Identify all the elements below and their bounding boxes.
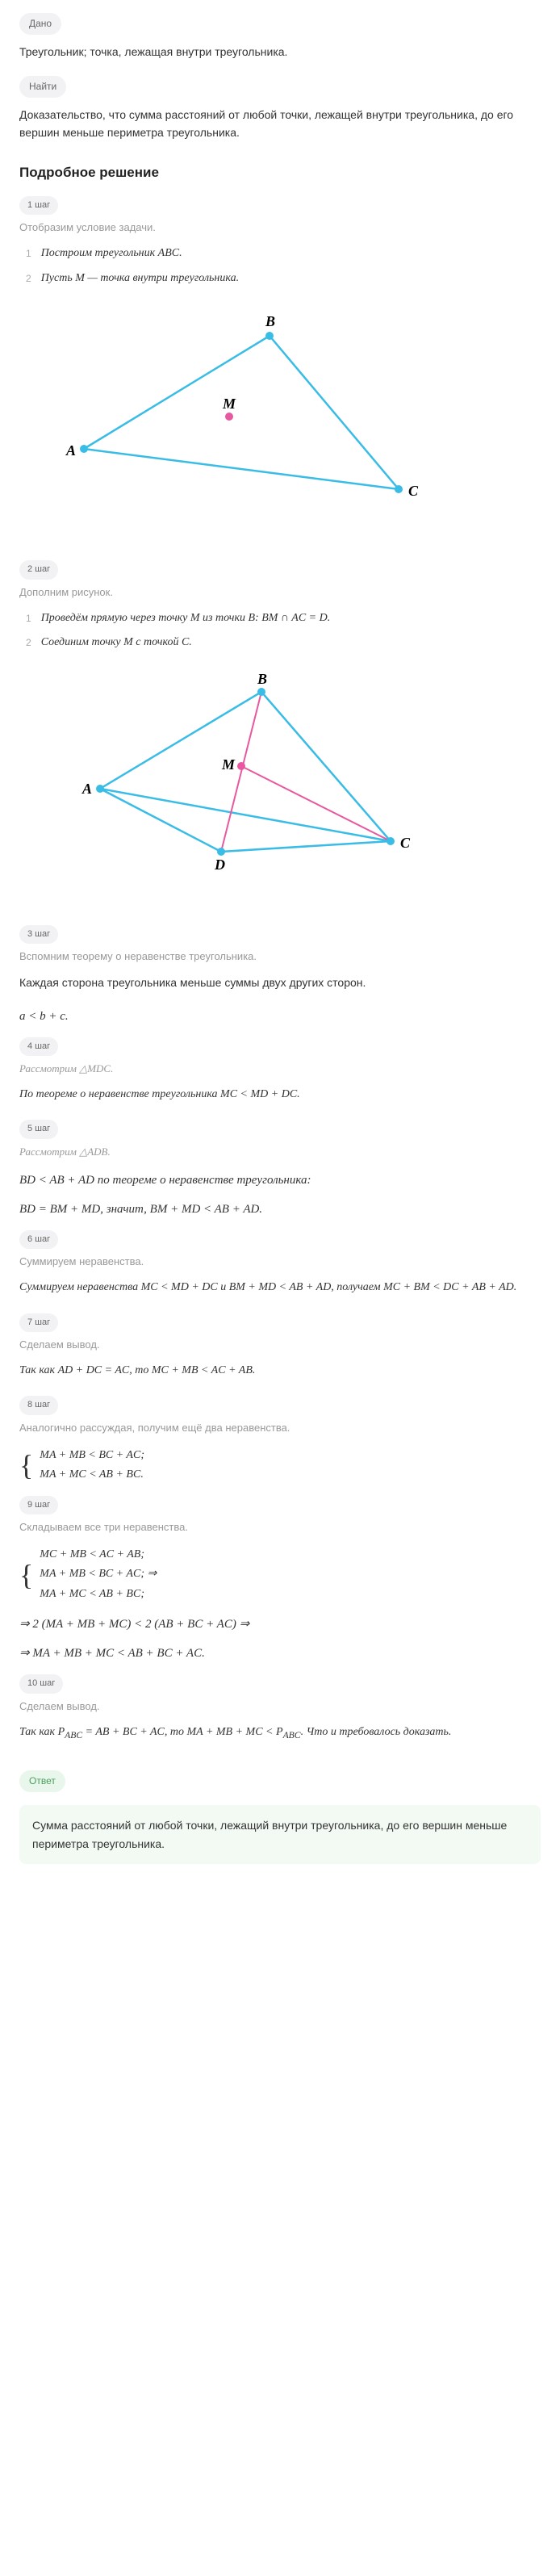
step-9-r2: ⇒ MA + MB + MC < AB + BC + AC. (19, 1644, 541, 1663)
step-5-sub: Рассмотрим △ADB. (19, 1144, 541, 1161)
diagram-2: A B C D M (19, 668, 541, 898)
step-3-text: Каждая сторона треугольника меньше суммы… (19, 974, 541, 991)
svg-text:M: M (221, 756, 236, 773)
diagram-1: A B C M (19, 304, 541, 534)
svg-text:A: A (65, 442, 76, 459)
triangle-diagram-2: A B C D M (19, 668, 463, 894)
step-9-b1: MC + MB < AC + AB; (40, 1546, 157, 1564)
step-9-tag: 9 шаг (19, 1496, 58, 1515)
step-9-b3: MA + MC < AB + BC; (40, 1585, 157, 1603)
step-10-sub: Сделаем вывод. (19, 1698, 541, 1715)
solution-heading: Подробное решение (19, 161, 541, 183)
step-2-sub: Дополним рисунок. (19, 584, 541, 601)
step-1-item-1: 1Построим треугольник ABC. (26, 245, 541, 262)
svg-text:B: B (265, 313, 275, 329)
step-6-text: Суммируем неравенства MC < MD + DC и BM … (19, 1279, 541, 1296)
given-text: Треугольник; точка, лежащая внутри треуг… (19, 43, 541, 61)
step-7-tag: 7 шаг (19, 1313, 58, 1333)
step-9-b2: MA + MB < BC + AC; ⇒ (40, 1565, 157, 1583)
step-1-tag: 1 шаг (19, 196, 58, 216)
step-6-tag: 6 шаг (19, 1230, 58, 1250)
step-9-brace: { MC + MB < AC + AB; MA + MB < BC + AC; … (19, 1544, 541, 1605)
step-5-line2: BD = BM + MD, значит, BM + MD < AB + AD. (19, 1200, 541, 1219)
svg-text:C: C (408, 483, 419, 499)
step-2-item-2: 2Соединим точку M с точкой C. (26, 634, 541, 651)
svg-text:D: D (214, 857, 225, 873)
step-8-line1: MA + MB < BC + AC; (40, 1447, 144, 1464)
step-5-tag: 5 шаг (19, 1120, 58, 1139)
step-4-tag: 4 шаг (19, 1037, 58, 1057)
step-1-item-2: 2Пусть M — точка внутри треугольника. (26, 270, 541, 287)
svg-text:B: B (257, 671, 267, 687)
given-tag: Дано (19, 13, 61, 35)
svg-text:C: C (400, 835, 411, 851)
answer-box: Сумма расстояний от любой точки, лежащий… (19, 1805, 541, 1864)
step-7-text: Так как AD + DC = AC, то MC + MB < AC + … (19, 1362, 541, 1380)
svg-text:M: M (222, 396, 236, 412)
step-8-sub: Аналогично рассуждая, получим ещё два не… (19, 1420, 541, 1437)
num-2: 2 (26, 270, 31, 287)
step-1-sub: Отобразим условие задачи. (19, 220, 541, 237)
step-4-sub: Рассмотрим △MDC. (19, 1061, 541, 1078)
step-2-item-1: 1Проведём прямую через точку M из точки … (26, 609, 541, 627)
step-8-brace: { MA + MB < BC + AC; MA + MC < AB + BC. (19, 1445, 541, 1486)
step-8-line2: MA + MC < AB + BC. (40, 1466, 144, 1484)
step-6-sub: Суммируем неравенства. (19, 1254, 541, 1271)
num-1: 1 (26, 245, 31, 262)
step-3-formula: a < b + c. (19, 1007, 541, 1026)
triangle-diagram-1: A B C M (19, 304, 463, 530)
step-2-tag: 2 шаг (19, 560, 58, 580)
find-text: Доказательство, что сумма расстояний от … (19, 106, 541, 142)
step-3-tag: 3 шаг (19, 925, 58, 945)
step-3-sub: Вспомним теорему о неравенстве треугольн… (19, 949, 541, 965)
brace-icon-2: { (19, 1560, 33, 1590)
step-9-r1: ⇒ 2 (MA + MB + MC) < 2 (AB + BC + AC) ⇒ (19, 1615, 541, 1634)
step-5-line1: BD < AB + AD по теореме о неравенстве тр… (19, 1171, 541, 1190)
step-9-sub: Складываем все три неравенства. (19, 1519, 541, 1536)
num-2b: 2 (26, 634, 31, 651)
num-1b: 1 (26, 609, 31, 627)
step-4-text: По теореме о неравенстве треугольника MC… (19, 1086, 541, 1104)
step-10-text: Так как PABC = AB + BC + AC, то MA + MB … (19, 1724, 541, 1743)
brace-icon: { (19, 1451, 33, 1480)
svg-text:A: A (81, 781, 92, 797)
step-10-tag: 10 шаг (19, 1674, 63, 1694)
answer-tag: Ответ (19, 1770, 65, 1792)
step-7-sub: Сделаем вывод. (19, 1337, 541, 1354)
step-8-tag: 8 шаг (19, 1396, 58, 1415)
find-tag: Найти (19, 76, 66, 98)
